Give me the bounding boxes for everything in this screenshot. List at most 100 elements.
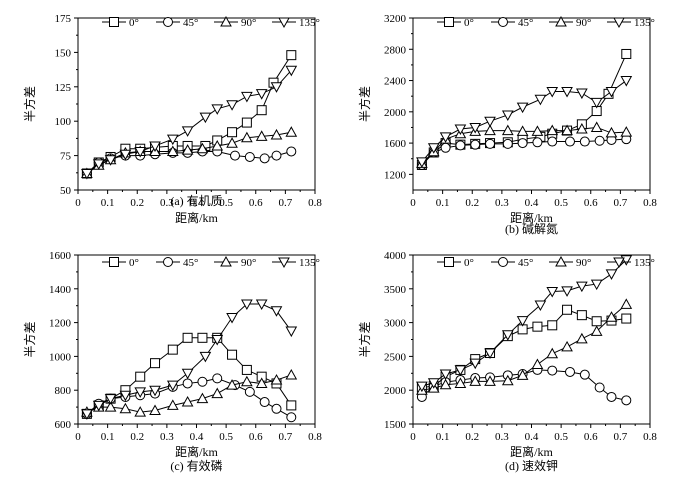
x-tick-label: 0.5 [554,197,568,209]
x-tick-label: 0.4 [190,197,204,209]
x-tick-label: 0.3 [495,431,509,443]
data-point [561,124,573,136]
legend-label: 135° [299,17,320,29]
data-point [470,139,481,150]
legend: 0° 45° 90° 135° [437,255,655,269]
x-tick-label: 0.1 [436,431,450,443]
data-point [439,369,452,381]
panel-caption: (b) 碱解氮 [505,221,558,236]
x-tick-label: 0.5 [554,431,568,443]
chart-panel-2: 0 0.1 0.2 0.3 0.4 0.5 0.6 0.7 0.8 1200 1600 2000 240… [357,13,657,236]
data-point [230,150,241,161]
data-point [579,369,590,380]
data-point [484,375,496,386]
data-point [594,135,605,146]
y-tick-label: 3200 [384,13,407,25]
legend-marker [220,255,232,267]
x-tick-label: 0.8 [643,431,657,443]
data-point [501,110,514,121]
data-point [211,387,224,399]
legend-marker [278,17,290,29]
x-tick-label: 0.6 [249,431,263,443]
data-point [244,151,255,162]
panel-caption: (a) 有机质 [170,194,222,208]
x-tick-label: 0.8 [308,431,322,443]
data-point [590,279,603,291]
legend-marker [109,257,119,267]
x-tick-label: 0 [410,431,416,443]
y-tick-label: 3000 [384,318,407,330]
x-tick-label: 0 [410,197,416,209]
data-point [241,364,252,375]
legend-label: 0° [129,257,139,269]
x-tick-label: 0.4 [525,431,539,443]
data-point [104,401,117,412]
series-135deg [81,299,298,420]
y-tick-label: 2500 [384,351,407,363]
data-point [516,369,529,380]
data-point [439,378,452,390]
data-point [199,112,212,124]
data-point [501,124,514,136]
x-tick-label: 0.2 [465,431,479,443]
data-point [427,143,440,154]
data-point [546,124,559,136]
data-point [501,374,514,386]
legend-marker [444,257,454,267]
data-point [197,332,208,343]
data-point [244,386,255,397]
data-point [211,335,224,346]
data-point [285,368,298,380]
x-tick-label: 0 [75,431,81,443]
legend-label: 90° [576,257,591,269]
series-line [421,80,627,163]
y-tick-label: 2800 [384,44,407,56]
data-point [226,100,238,111]
data-point [416,381,428,393]
data-point [119,390,132,402]
data-point [241,299,253,311]
x-tick-label: 0.5 [219,431,233,443]
data-point [211,139,224,151]
x-tick-label: 0.2 [465,197,479,209]
data-point [561,286,573,297]
data-point [285,126,298,137]
y-tick-label: 2000 [384,107,407,119]
data-point [286,146,297,157]
data-point [286,400,297,411]
data-point [576,332,588,344]
legend-marker [498,257,508,267]
x-tick-label: 0.6 [584,431,598,443]
y-axis-label: 半方差 [357,86,372,122]
data-point [241,131,253,143]
legend: 0° 45° 90° 135° [102,255,320,269]
data-point [270,82,283,93]
x-tick-label: 0.4 [525,197,539,209]
data-point [605,311,618,322]
legend-marker [555,15,567,27]
data-point [590,121,603,132]
x-tick-label: 0.2 [130,197,144,209]
y-tick-label: 125 [55,82,72,94]
x-tick-label: 0.7 [279,431,293,443]
data-point [119,402,132,414]
data-point [454,377,467,388]
data-point [271,150,282,161]
x-tick-label: 0.8 [308,197,322,209]
data-point [590,97,603,109]
x-tick-label: 0.3 [160,197,174,209]
data-point [440,142,451,153]
data-point [134,387,147,398]
data-point [484,124,496,136]
data-point [620,76,633,87]
y-tick-label: 4000 [384,250,407,262]
legend-marker [613,257,625,269]
data-point [256,105,267,116]
x-tick-label: 0.7 [614,197,628,209]
chart-panel-3: 0 0.1 0.2 0.3 0.4 0.5 0.6 0.7 0.8 600 800 1000 1200 1… [22,250,322,473]
data-point [605,269,618,280]
x-tick-label: 0.4 [190,431,204,443]
legend-marker [613,17,625,29]
data-point [621,313,632,324]
data-point [227,127,238,138]
